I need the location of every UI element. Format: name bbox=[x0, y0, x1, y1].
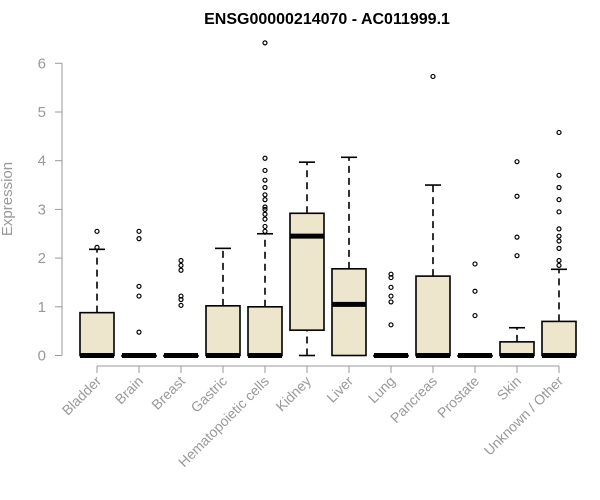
outlier-point bbox=[262, 211, 268, 217]
outlier-point bbox=[262, 206, 268, 212]
y-axis-label: Expression bbox=[0, 162, 16, 236]
outlier-point bbox=[472, 312, 478, 319]
box-group bbox=[79, 40, 577, 358]
outlier-point bbox=[178, 262, 184, 269]
y-axis: 0 1 2 3 4 5 6 bbox=[38, 55, 63, 365]
box-breast bbox=[163, 257, 199, 358]
outlier-point bbox=[430, 73, 436, 80]
outlier-point bbox=[262, 155, 268, 161]
outlier-point bbox=[262, 184, 268, 191]
chart-title: ENSG00000214070 - AC011999.1 bbox=[204, 11, 450, 28]
outlier-point bbox=[178, 302, 184, 308]
outlier-point bbox=[262, 40, 268, 46]
x-tick-label: Brain bbox=[112, 373, 146, 407]
outlier-point bbox=[262, 223, 268, 230]
box-rect bbox=[79, 311, 115, 357]
outlier-point bbox=[262, 228, 268, 234]
outlier-point bbox=[262, 167, 268, 174]
outlier-point bbox=[262, 177, 268, 183]
outlier-point bbox=[262, 197, 268, 203]
outlier-point bbox=[94, 244, 100, 250]
box-rect bbox=[289, 212, 325, 331]
outlier-point bbox=[556, 233, 562, 239]
outlier-point bbox=[472, 261, 478, 267]
outlier-point bbox=[472, 288, 478, 294]
outlier-point bbox=[514, 234, 520, 240]
outlier-point bbox=[556, 238, 562, 244]
x-tick-label: Breast bbox=[148, 373, 188, 413]
box-kidney bbox=[289, 161, 325, 357]
box-skin bbox=[499, 159, 535, 358]
outlier-point bbox=[136, 236, 142, 242]
x-tick-label: Kidney bbox=[273, 373, 315, 415]
box-hematopoietic-cells bbox=[247, 40, 283, 358]
y-tick-label: 5 bbox=[38, 104, 46, 121]
outlier-point bbox=[136, 293, 142, 299]
box-gastric bbox=[205, 247, 241, 358]
y-tick-label: 3 bbox=[38, 201, 46, 218]
outlier-point bbox=[178, 293, 184, 299]
outlier-point bbox=[262, 192, 268, 198]
y-tick-label: 6 bbox=[38, 55, 46, 72]
outlier-point bbox=[514, 253, 520, 259]
x-tick-label: Bladder bbox=[59, 373, 105, 419]
y-tick-label: 0 bbox=[38, 348, 46, 365]
outlier-point bbox=[556, 245, 562, 251]
outlier-point bbox=[556, 257, 562, 264]
y-tick-label: 1 bbox=[38, 299, 46, 316]
outlier-point bbox=[388, 284, 394, 290]
outlier-point bbox=[556, 197, 562, 203]
outlier-point bbox=[514, 159, 520, 165]
outlier-point bbox=[388, 322, 394, 328]
outlier-point bbox=[388, 299, 394, 305]
box-rect bbox=[541, 320, 577, 357]
x-tick-label: Liver bbox=[323, 373, 356, 406]
box-lung bbox=[373, 271, 409, 358]
y-tick-label: 2 bbox=[38, 250, 46, 267]
box-brain bbox=[121, 228, 157, 358]
outlier-point bbox=[262, 216, 268, 222]
outlier-point bbox=[556, 262, 562, 269]
box-prostate bbox=[457, 261, 493, 358]
outlier-point bbox=[136, 283, 142, 289]
x-tick-label: Unknown / Other bbox=[481, 373, 567, 459]
outlier-point bbox=[136, 228, 142, 234]
y-tick-label: 4 bbox=[38, 153, 46, 170]
box-rect bbox=[331, 268, 367, 357]
box-rect bbox=[205, 305, 241, 357]
outlier-point bbox=[556, 226, 562, 232]
outlier-point bbox=[556, 184, 562, 191]
outlier-point bbox=[388, 293, 394, 299]
box-rect bbox=[247, 305, 283, 357]
outlier-point bbox=[556, 209, 562, 215]
box-liver bbox=[331, 156, 367, 357]
x-tick-label: Skin bbox=[494, 373, 525, 404]
outlier-point bbox=[388, 271, 394, 277]
outlier-point bbox=[262, 204, 268, 210]
x-tick-label: Lung bbox=[365, 373, 398, 406]
outlier-point bbox=[556, 172, 562, 178]
outlier-point bbox=[178, 267, 184, 273]
outlier-point bbox=[136, 329, 142, 335]
box-rect bbox=[415, 275, 451, 357]
box-bladder bbox=[79, 228, 115, 358]
outlier-point bbox=[178, 257, 184, 264]
box-pancreas bbox=[415, 73, 451, 358]
outlier-point bbox=[94, 228, 100, 234]
outlier-point bbox=[514, 193, 520, 199]
outlier-point bbox=[556, 129, 562, 136]
box-unknown-other bbox=[541, 129, 577, 358]
x-tick-label: Pancreas bbox=[387, 373, 440, 426]
x-tick-label: Prostate bbox=[434, 373, 482, 421]
